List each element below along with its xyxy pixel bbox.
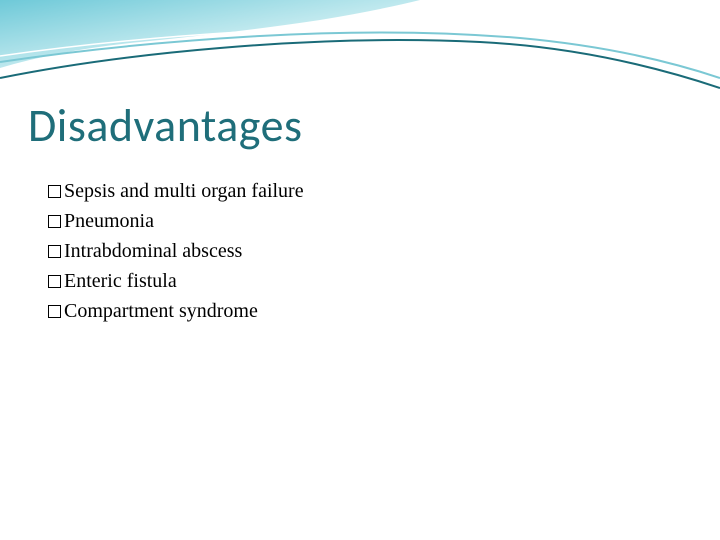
- checkbox-bullet-icon: [48, 185, 61, 198]
- list-item: Sepsis and multi organ failure: [48, 176, 304, 206]
- checkbox-bullet-icon: [48, 305, 61, 318]
- list-item: Pneumonia: [48, 206, 304, 236]
- checkbox-bullet-icon: [48, 275, 61, 288]
- bullet-list: Sepsis and multi organ failure Pneumonia…: [48, 176, 304, 326]
- list-item-text: Enteric fistula: [64, 266, 177, 296]
- list-item-text: Compartment syndrome: [64, 296, 258, 326]
- checkbox-bullet-icon: [48, 215, 61, 228]
- checkbox-bullet-icon: [48, 245, 61, 258]
- list-item-text: Sepsis and multi organ failure: [64, 176, 304, 206]
- list-item: Compartment syndrome: [48, 296, 304, 326]
- list-item: Enteric fistula: [48, 266, 304, 296]
- list-item-text: Intrabdominal abscess: [64, 236, 242, 266]
- list-item: Intrabdominal abscess: [48, 236, 304, 266]
- slide-title: Disadvantages: [28, 98, 302, 154]
- list-item-text: Pneumonia: [64, 206, 154, 236]
